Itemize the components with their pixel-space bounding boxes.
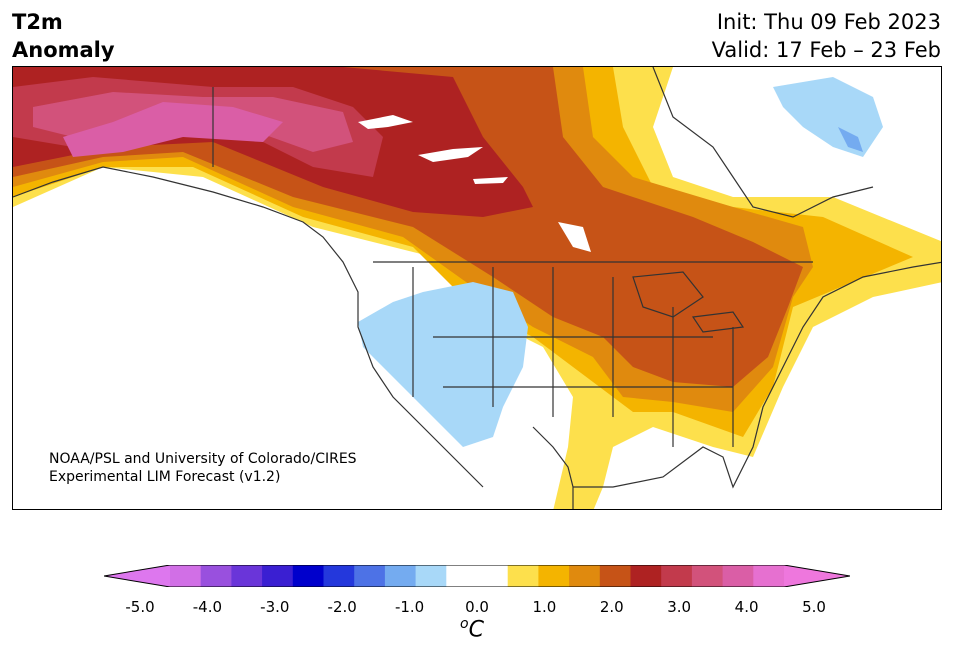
colorbar-tick-label: 2.0 [599, 598, 624, 616]
colorbar-tick-label: -5.0 [125, 598, 155, 616]
colorbar-segment [753, 565, 785, 587]
unit-sup: o [460, 616, 469, 632]
init-date: Init: Thu 09 Feb 2023 [716, 10, 941, 34]
border-path [433, 336, 733, 388]
anomaly-map-svg [13, 67, 941, 509]
colorbar-tick-label: 5.0 [802, 598, 826, 616]
lake-outline [691, 311, 745, 333]
colorbar-tick-label: 1.0 [532, 598, 557, 616]
colorbar-segment [507, 565, 539, 587]
colorbar-segment [722, 565, 754, 587]
colorbar-segment [538, 565, 570, 587]
colorbar-segment [323, 565, 355, 587]
colorbar-tick-label: 0.0 [465, 598, 489, 616]
colorbar-segment [661, 565, 693, 587]
credit-line1: NOAA/PSL and University of Colorado/CIRE… [49, 451, 357, 467]
colorbar-tick-label: -4.0 [192, 598, 223, 616]
coastline-path [652, 67, 874, 218]
variable-title-line1: T2m [12, 10, 63, 34]
colorbar-over-arrow [784, 565, 850, 587]
colorbar-segment [477, 565, 509, 587]
credit-line2: Experimental LIM Forecast (v1.2) [49, 469, 281, 485]
colorbar-segment [569, 565, 601, 587]
lake-shape [418, 147, 483, 162]
lake-shape [558, 222, 591, 252]
cool-anomaly-labrador [773, 77, 883, 157]
colorbar-segment [384, 565, 417, 587]
forecast-dates: Init: Thu 09 Feb 2023 Valid: 17 Feb – 23… [712, 8, 941, 64]
colorbar-segment [691, 565, 724, 587]
anomaly-band-8 [63, 102, 283, 157]
cool-anomaly-west [358, 282, 528, 447]
lake-shape [473, 177, 508, 184]
cool-anomaly-labrador-core [838, 127, 863, 152]
colorbar-segment [231, 565, 263, 587]
lake-shape [358, 115, 413, 129]
colorbar-segment [630, 565, 662, 587]
colorbar-segment [170, 565, 202, 587]
coastline-path [573, 261, 941, 489]
colorbar-segment [292, 565, 324, 587]
colorbar-segment [354, 565, 386, 587]
colorbar-tick-label: 3.0 [667, 598, 692, 616]
coastline-path [13, 166, 484, 488]
colorbar-segment [415, 565, 447, 587]
anomaly-band-4 [13, 67, 803, 387]
colorbar [104, 565, 850, 587]
variable-title: T2m Anomaly [12, 8, 115, 64]
colorbar-unit: oC [460, 616, 484, 642]
colorbar-tick-label: -2.0 [327, 598, 357, 616]
colorbar-segment [262, 565, 294, 587]
colorbar-segment [599, 565, 631, 587]
colorbar-segment [446, 565, 478, 587]
colorbar-segment [200, 565, 232, 587]
unit-base: C [468, 617, 484, 643]
valid-date: Valid: 17 Feb – 23 Feb [711, 38, 941, 62]
colorbar-tick-label: -3.0 [260, 598, 290, 616]
coastline-path [532, 426, 574, 509]
anomaly-map [12, 66, 942, 510]
colorbar-tick-label: 4.0 [734, 598, 759, 616]
colorbar-tick-label: -1.0 [394, 598, 425, 616]
credit-text: NOAA/PSL and University of Colorado/CIRE… [49, 450, 357, 486]
colorbar-under-arrow [104, 565, 170, 587]
variable-title-line2: Anomaly [12, 38, 115, 62]
lake-outline [632, 271, 704, 318]
